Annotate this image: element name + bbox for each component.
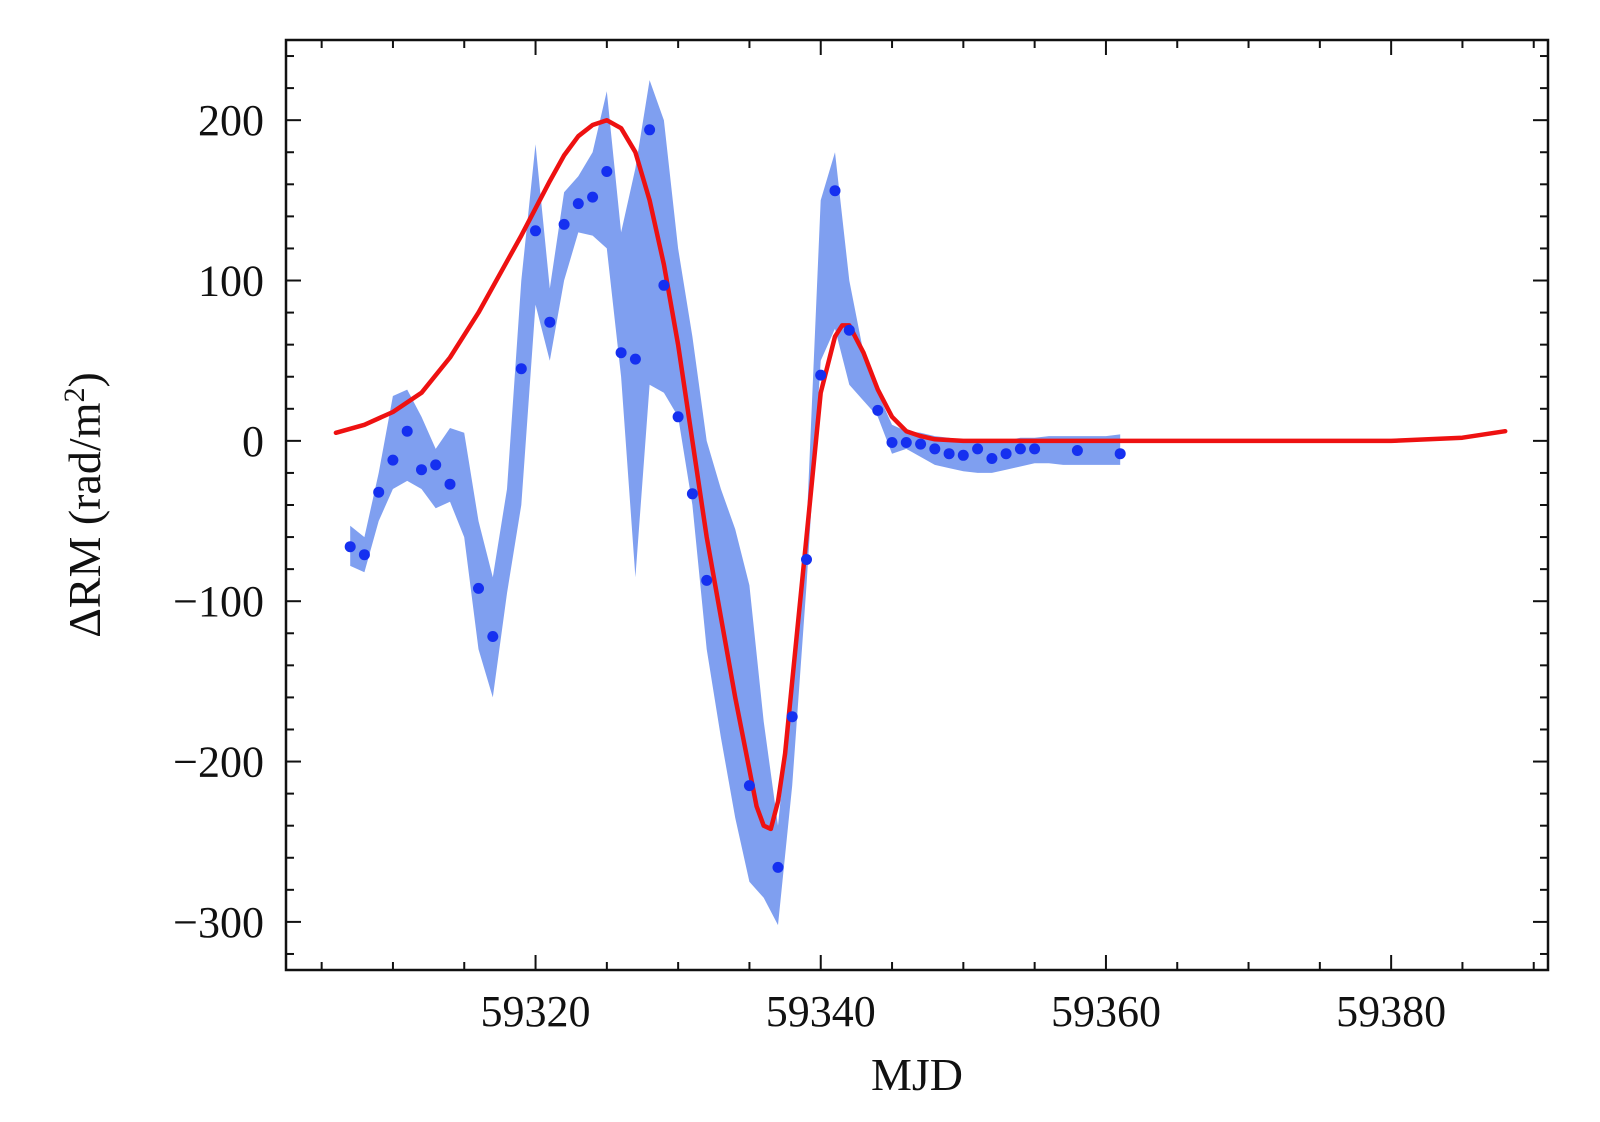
y-axis-title-tail: ) (59, 372, 110, 387)
data-point (1000, 448, 1012, 460)
tick-labels-layer: 59320 59340 59360 59380 200 100 0 −100 −200 −300 (173, 96, 1446, 1036)
y-axis-title-main: ΔRM (rad/m (59, 402, 110, 637)
y-axis-title-superscript: 2 (58, 388, 91, 403)
data-point (843, 324, 855, 336)
data-point (515, 363, 527, 375)
data-point (786, 711, 798, 723)
data-point (900, 437, 912, 448)
x-tick-label: 59320 (481, 987, 591, 1036)
y-tick-label: 200 (198, 96, 264, 145)
data-point (672, 411, 684, 423)
data-point (801, 554, 812, 565)
data-point (1071, 445, 1083, 456)
y-tick-label: −100 (173, 577, 264, 626)
data-point (772, 861, 784, 873)
y-tick-label: 0 (242, 417, 264, 466)
data-point (558, 218, 570, 230)
y-axis-title: ΔRM (rad/m2) (58, 372, 110, 638)
error-band (350, 80, 1121, 926)
data-point (373, 486, 385, 498)
data-point (601, 166, 613, 177)
data-point (416, 464, 427, 476)
data-point (587, 191, 599, 203)
data-point (487, 631, 499, 642)
data-point (972, 443, 984, 455)
x-tick-label: 59360 (1051, 987, 1161, 1036)
data-point (815, 369, 827, 381)
data-point (387, 454, 399, 466)
y-tick-label: −300 (173, 898, 264, 947)
data-point (915, 438, 927, 450)
data-point (658, 279, 670, 291)
data-point (401, 425, 413, 437)
data-point (544, 316, 556, 328)
data-point (473, 582, 484, 594)
data-point (872, 404, 884, 416)
data-point (530, 225, 541, 237)
x-tick-label: 59380 (1336, 987, 1446, 1036)
data-point (358, 549, 370, 561)
data-point (686, 488, 698, 500)
data-point (929, 443, 941, 455)
data-point (886, 437, 898, 448)
data-point (701, 574, 713, 586)
data-point (743, 780, 755, 792)
x-tick-label: 59340 (766, 987, 876, 1036)
data-point (444, 478, 456, 490)
ticks-layer (286, 40, 1548, 970)
data-point (615, 347, 627, 359)
error-band-layer (350, 80, 1121, 926)
data-point (344, 541, 356, 553)
y-tick-label: −200 (173, 738, 264, 787)
data-points-layer (344, 124, 1126, 873)
data-point (430, 459, 442, 471)
data-point (986, 453, 998, 464)
data-point (629, 353, 641, 365)
data-point (644, 124, 656, 136)
data-point (957, 449, 969, 461)
data-point (943, 448, 955, 460)
data-point (572, 198, 584, 210)
data-point (1029, 443, 1041, 455)
data-point (1014, 443, 1026, 455)
x-axis-title: MJD (871, 1049, 963, 1100)
data-point (829, 185, 841, 197)
data-point (1114, 448, 1126, 460)
y-tick-label: 100 (198, 257, 264, 306)
